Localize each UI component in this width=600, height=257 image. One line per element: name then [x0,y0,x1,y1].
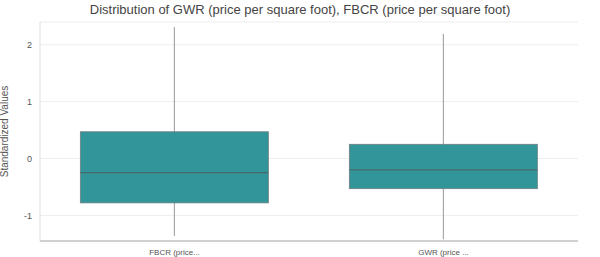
svg-text:1: 1 [27,97,32,107]
svg-text:-1: -1 [24,211,32,221]
svg-text:FBCR (price...: FBCR (price... [149,248,200,257]
svg-text:2: 2 [27,40,32,50]
svg-text:Standardized Values: Standardized Values [8,86,10,178]
svg-text:0: 0 [27,154,32,164]
html-text:Distribution of GWR (price per: Distribution of GWR (price per square fo… [89,2,511,17]
svg-text:GWR (price ...: GWR (price ... [418,248,469,257]
